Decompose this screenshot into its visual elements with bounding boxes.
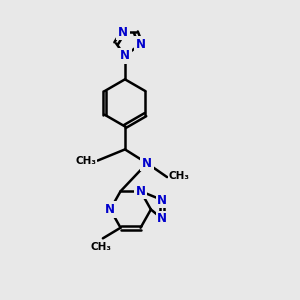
- Text: N: N: [118, 26, 128, 39]
- Text: N: N: [120, 49, 130, 62]
- Text: CH₃: CH₃: [169, 171, 190, 181]
- Text: N: N: [142, 157, 152, 170]
- Text: N: N: [136, 38, 146, 50]
- Text: N: N: [158, 212, 167, 225]
- Text: CH₃: CH₃: [91, 242, 112, 252]
- Text: N: N: [105, 203, 115, 216]
- Text: CH₃: CH₃: [75, 156, 96, 166]
- Text: N: N: [158, 194, 167, 207]
- Text: N: N: [136, 185, 146, 198]
